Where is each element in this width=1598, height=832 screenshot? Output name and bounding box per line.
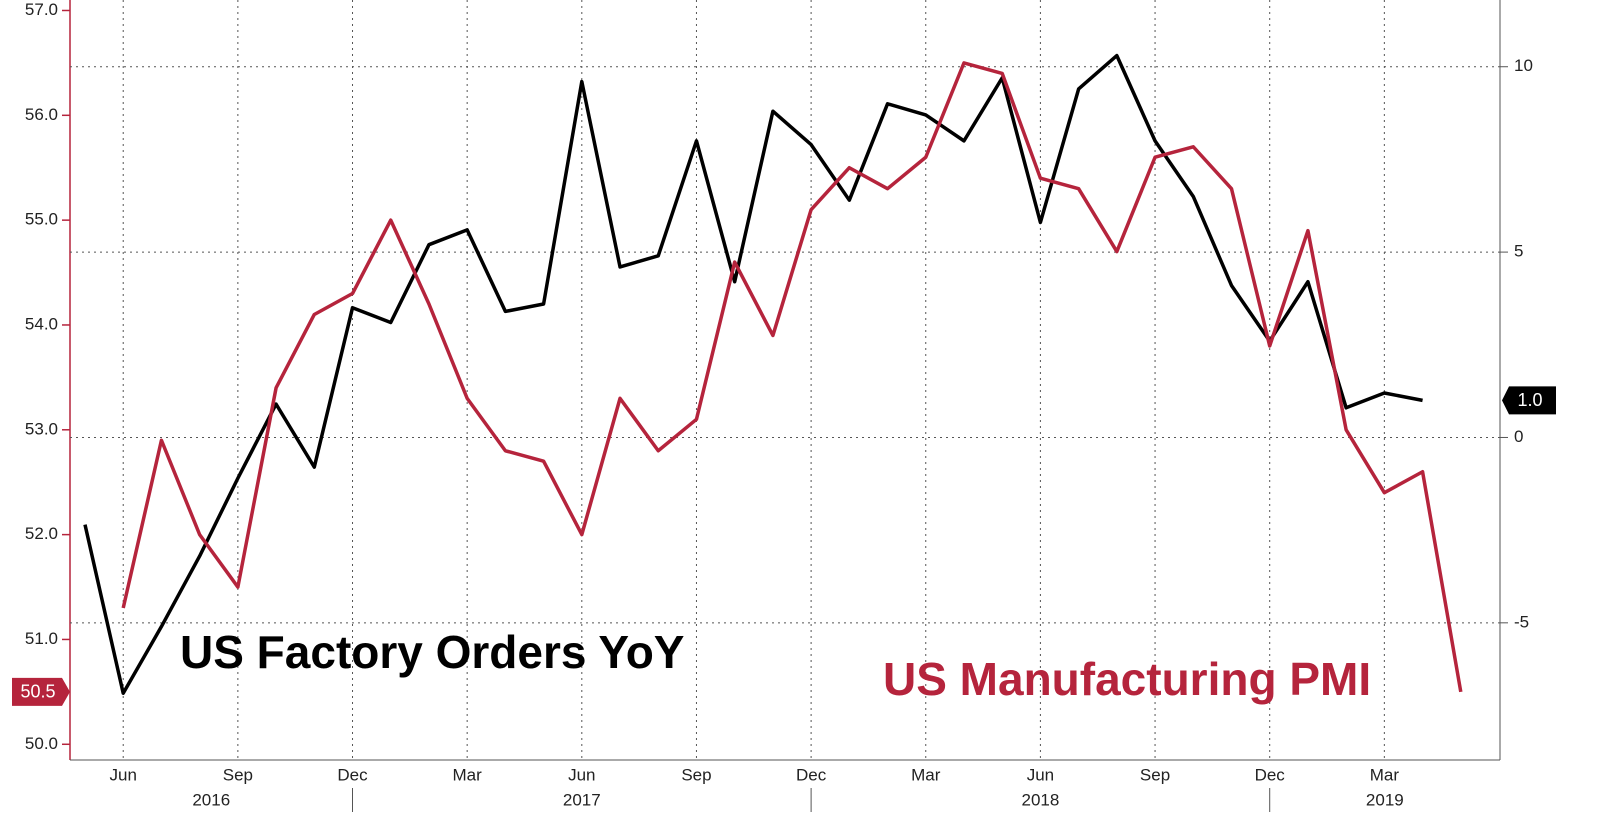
x-tick-label: Mar [453,765,483,784]
grid [70,0,1500,760]
series-lines [83,53,1463,696]
y2-tick-label: 10 [1514,56,1533,75]
y2-tick-label: 0 [1514,427,1523,446]
y2-tick-label: -5 [1514,612,1529,631]
x-year-label: 2018 [1021,790,1059,809]
labels: Jun Sep Dec Mar Jun Sep Dec Mar Jun Sep Dec Mar 2016… [12,0,1556,812]
annotation-pmi: US Manufacturing PMI [883,653,1371,705]
last-value-label: 1.0 [1517,390,1542,410]
x-tick-label: Dec [337,765,368,784]
x-tick-label: Jun [1027,765,1054,784]
y-tick-label: 57.0 [25,0,58,19]
annotation-factory-orders: US Factory Orders YoY [180,626,684,678]
y-tick-label: 52.0 [25,524,58,543]
last-value-tag [1502,386,1556,415]
x-tick-label: Sep [223,765,253,784]
y-tick-label: 53.0 [25,419,58,438]
y-tick-label: 54.0 [25,314,58,333]
x-tick-label: Jun [568,765,595,784]
y2-tick-label: 5 [1514,242,1523,261]
x-year-label: 2019 [1366,790,1404,809]
y-tick-label: 51.0 [25,629,58,648]
x-tick-label: Sep [681,765,711,784]
series-line [121,61,1463,693]
x-tick-label: Dec [796,765,827,784]
y-tick-label: 50.0 [25,734,58,753]
x-tick-label: Sep [1140,765,1170,784]
y-tick-label: 56.0 [25,105,58,124]
x-year-label: 2016 [192,790,230,809]
x-tick-label: Dec [1255,765,1286,784]
series-line [83,53,1423,696]
last-value-tag [12,677,70,706]
last-value-label: 50.5 [20,682,55,702]
x-tick-label: Mar [1370,765,1400,784]
x-tick-label: Mar [911,765,941,784]
x-tick-label: Jun [110,765,137,784]
y-tick-label: 55.0 [25,210,58,229]
x-year-label: 2017 [563,790,601,809]
